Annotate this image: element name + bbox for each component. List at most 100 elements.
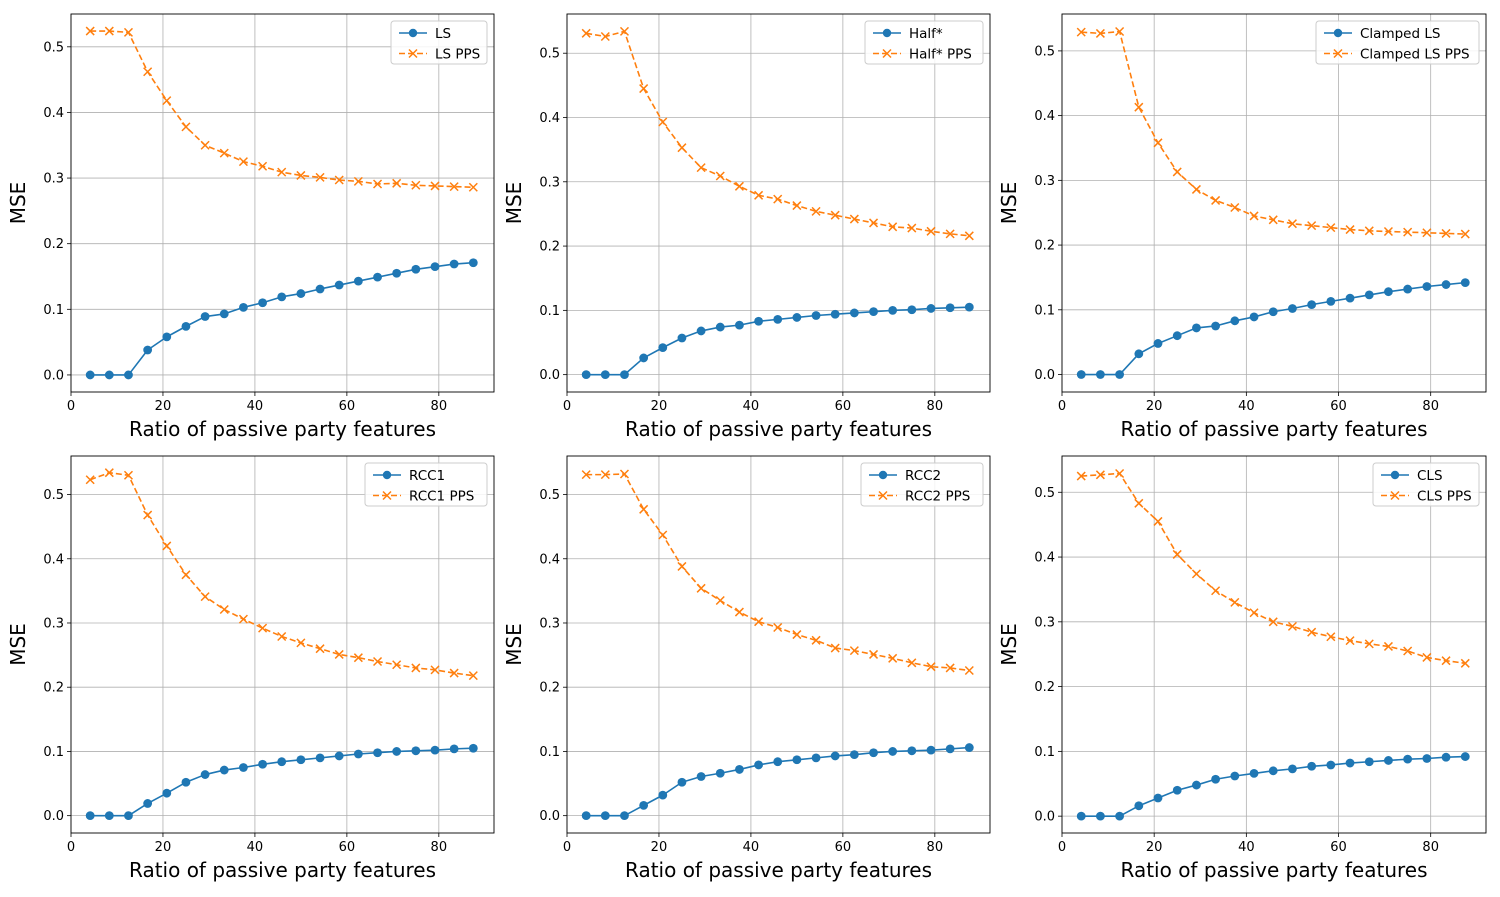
- data-point-x: [964, 231, 974, 241]
- data-point-x: [696, 583, 706, 593]
- data-point-circle: [888, 747, 898, 756]
- data-point-x: [219, 148, 229, 158]
- data-point-x: [1307, 221, 1317, 231]
- y-tick-label: 0.4: [43, 552, 64, 567]
- data-point-x: [449, 668, 459, 678]
- data-point-x: [373, 179, 383, 189]
- x-tick-label: 0: [563, 840, 571, 855]
- data-point-x: [1249, 211, 1259, 221]
- data-point-circle: [869, 748, 878, 758]
- data-point-circle: [1192, 780, 1201, 790]
- data-point-circle: [1211, 774, 1221, 784]
- subplot-4: 0 20 40 60 80 0.0 0.1 0.2 0.3 0.4 0.5 Ratio of pass…: [6, 455, 495, 882]
- y-tick-label: 0.1: [539, 745, 560, 760]
- data-point-circle: [1326, 296, 1336, 306]
- data-point-circle: [1172, 785, 1182, 795]
- data-point-circle: [620, 370, 629, 380]
- y-tick-label: 0.5: [43, 488, 64, 503]
- x-tick-label: 0: [67, 840, 75, 855]
- data-point-x: [392, 660, 402, 670]
- legend-marker-circle: [1390, 470, 1400, 480]
- y-tick-label: 0.2: [43, 237, 64, 252]
- data-point-circle: [1441, 752, 1451, 762]
- data-point-circle: [792, 755, 802, 765]
- data-point-circle: [219, 309, 229, 319]
- data-point-circle: [1095, 811, 1105, 821]
- data-point-x: [773, 622, 783, 633]
- data-point-circle: [411, 264, 421, 274]
- data-point-circle: [581, 811, 591, 821]
- subplot-3: 0 20 40 60 80 0.0 0.1 0.2 0.3 0.4 0.5 Ratio of pass…: [997, 13, 1487, 441]
- data-point-circle: [392, 268, 402, 278]
- data-point-circle: [907, 746, 917, 756]
- data-point-circle: [849, 308, 859, 318]
- data-point-x: [1383, 226, 1393, 237]
- data-point-x: [162, 96, 172, 106]
- data-point-circle: [964, 302, 974, 312]
- data-point-circle: [811, 311, 821, 320]
- data-point-circle: [430, 745, 440, 755]
- data-point-x: [754, 190, 764, 200]
- data-point-x: [1211, 195, 1221, 205]
- data-point-x: [296, 170, 306, 180]
- data-point-x: [1076, 27, 1086, 37]
- data-point-x: [449, 182, 459, 192]
- data-point-circle: [600, 811, 610, 821]
- data-point-circle: [392, 747, 402, 756]
- data-point-circle: [1268, 766, 1278, 776]
- data-point-circle: [1153, 793, 1163, 803]
- data-point-circle: [735, 320, 744, 330]
- data-point-circle: [85, 370, 95, 380]
- data-point-circle: [1115, 811, 1125, 821]
- data-point-circle: [449, 744, 459, 754]
- data-point-x: [104, 26, 114, 36]
- data-point-x: [1230, 203, 1240, 213]
- data-point-x: [1076, 471, 1086, 481]
- legend-label: LS PPS: [435, 47, 480, 63]
- legend-marker-x: [1333, 48, 1343, 59]
- data-point-circle: [754, 316, 763, 326]
- x-axis-label: Ratio of passive party features: [1120, 858, 1427, 882]
- y-axis-label: MSE: [997, 623, 1021, 666]
- legend-label: Clamped LS: [1360, 26, 1440, 42]
- data-point-x: [143, 67, 153, 77]
- data-point-x: [811, 635, 821, 645]
- data-point-x: [143, 510, 153, 520]
- data-point-circle: [430, 262, 440, 272]
- data-point-x: [85, 26, 95, 36]
- x-tick-label: 80: [927, 840, 944, 855]
- y-tick-label: 0.1: [43, 303, 64, 318]
- data-point-x: [411, 180, 421, 190]
- data-point-circle: [1384, 756, 1393, 765]
- legend-label: CLS PPS: [1417, 489, 1472, 505]
- x-tick-label: 40: [247, 399, 264, 414]
- data-point-circle: [1249, 769, 1259, 778]
- data-point-circle: [926, 304, 936, 313]
- x-tick-label: 40: [1238, 840, 1255, 855]
- data-point-x: [258, 161, 268, 171]
- data-point-x: [1383, 641, 1393, 651]
- data-point-circle: [162, 788, 172, 798]
- data-point-x: [792, 201, 802, 211]
- x-tick-label: 20: [651, 840, 668, 855]
- data-point-x: [1172, 549, 1182, 559]
- data-point-circle: [1288, 764, 1297, 774]
- data-point-x: [1441, 656, 1451, 666]
- data-point-x: [639, 504, 649, 514]
- data-point-x: [200, 592, 210, 602]
- data-point-x: [200, 140, 210, 150]
- data-point-x: [696, 163, 706, 173]
- data-point-circle: [315, 284, 325, 294]
- data-point-circle: [104, 370, 114, 380]
- data-point-circle: [1172, 331, 1182, 341]
- y-tick-label: 0.1: [43, 745, 64, 760]
- data-point-x: [754, 617, 764, 627]
- data-point-x: [1134, 498, 1144, 508]
- data-point-x: [1326, 223, 1336, 233]
- data-point-circle: [258, 759, 267, 769]
- y-tick-label: 0.2: [539, 681, 560, 696]
- y-axis-label: MSE: [6, 182, 30, 225]
- data-point-x: [734, 181, 744, 191]
- legend-label: Half* PPS: [909, 47, 972, 63]
- data-point-x: [1345, 225, 1355, 235]
